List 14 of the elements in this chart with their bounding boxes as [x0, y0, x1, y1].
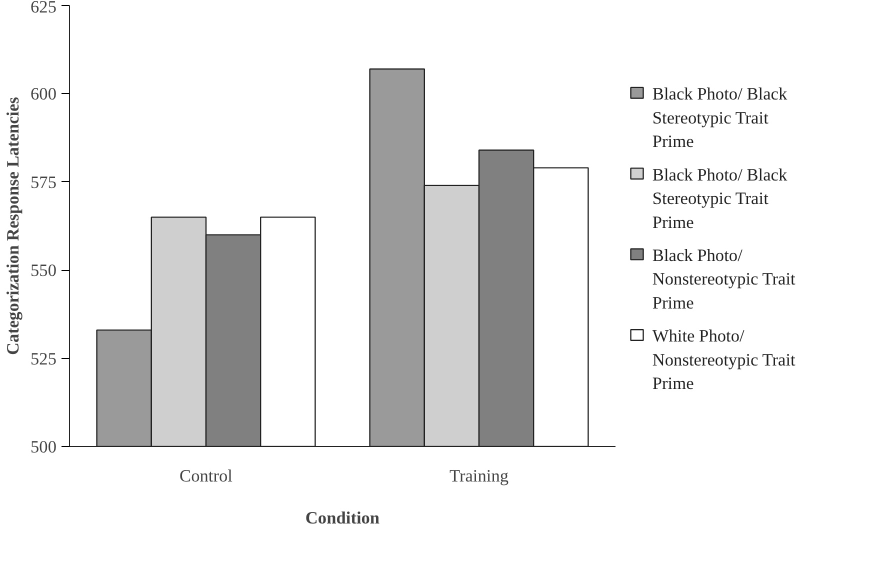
x-tick-label: Training: [449, 466, 509, 486]
y-tick-label: 575: [30, 172, 57, 192]
legend-label: White Photo/ Nonstereotypic Trait Prime: [652, 326, 796, 394]
legend-label: Black Photo/ Black Stereotypic Trait Prime: [652, 165, 788, 232]
legend-label: Black Photo/ Black Stereotypic Trait Prime: [652, 84, 788, 152]
legend-label: Black Photo/ Nonstereotypic Trait Prime: [652, 246, 796, 312]
y-tick-label: 625: [30, 0, 57, 16]
y-tick-label: 500: [30, 438, 57, 456]
y-axis-title: Categorization Response Latencies: [4, 96, 23, 355]
x-tick-label: Control: [180, 466, 233, 486]
y-tick-label: 550: [30, 261, 57, 280]
y-tick-label: 600: [30, 84, 57, 104]
y-tick-label: 525: [30, 349, 57, 368]
x-axis-title: Condition: [305, 508, 380, 528]
